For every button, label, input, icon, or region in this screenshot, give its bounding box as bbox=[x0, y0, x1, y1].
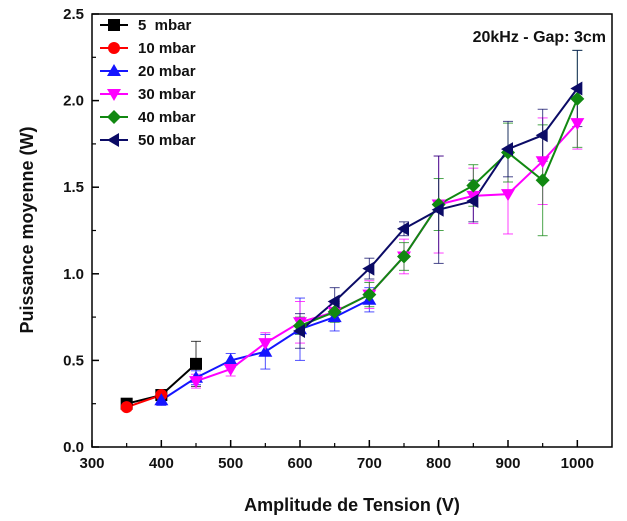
y-tick-label: 1.5 bbox=[63, 179, 84, 196]
data-point bbox=[397, 221, 409, 236]
x-tick-label: 600 bbox=[287, 455, 312, 472]
legend-marker bbox=[108, 19, 120, 31]
x-tick-label: 700 bbox=[357, 455, 382, 472]
legend-marker bbox=[107, 110, 121, 124]
y-tick-label: 0.5 bbox=[63, 352, 84, 369]
legend-label: 20 mbar bbox=[138, 63, 196, 80]
legend-label: 50 mbar bbox=[138, 132, 196, 149]
legend-label: 40 mbar bbox=[138, 109, 196, 126]
data-point bbox=[397, 249, 411, 264]
data-point bbox=[535, 128, 548, 143]
legend-marker bbox=[107, 64, 121, 76]
legend-marker bbox=[108, 42, 120, 54]
data-point bbox=[327, 304, 342, 319]
data-point bbox=[466, 190, 481, 203]
x-tick-label: 800 bbox=[426, 455, 451, 472]
data-point bbox=[570, 91, 585, 106]
data-point bbox=[535, 156, 550, 169]
data-point bbox=[570, 81, 583, 96]
data-point bbox=[293, 323, 305, 338]
data-point bbox=[120, 401, 133, 414]
legend-label: 5 mbar bbox=[138, 17, 192, 34]
chart-annotation: 20kHz - Gap: 3cm bbox=[473, 29, 606, 46]
x-tick-label: 900 bbox=[495, 455, 520, 472]
data-point bbox=[431, 202, 444, 217]
axis-ticks: 300 400 500 600 700 800 900 1000 0.0 0.5 1.0 1.5 2.0… bbox=[63, 6, 594, 472]
series-markers bbox=[120, 81, 585, 414]
legend-label: 10 mbar bbox=[138, 40, 196, 57]
x-tick-label: 500 bbox=[218, 455, 243, 472]
y-axis-title: Puissance moyenne (W) bbox=[17, 126, 37, 333]
data-point bbox=[466, 194, 479, 209]
data-point bbox=[154, 393, 169, 406]
legend-marker bbox=[107, 133, 119, 147]
y-tick-label: 0.0 bbox=[63, 439, 84, 456]
data-point bbox=[466, 178, 481, 193]
y-tick-label: 2.0 bbox=[63, 93, 84, 110]
y-tick-label: 1.0 bbox=[63, 266, 84, 283]
x-tick-label: 400 bbox=[149, 455, 174, 472]
x-axis-title: Amplitude de Tension (V) bbox=[244, 495, 460, 515]
data-point bbox=[190, 357, 202, 370]
data-point bbox=[501, 189, 515, 202]
data-point bbox=[223, 353, 238, 366]
legend: 5 mbar 10 mbar 20 mbar 30 mbar 40 mbar 50 mba… bbox=[100, 17, 196, 149]
data-point bbox=[223, 364, 238, 377]
data-point bbox=[362, 261, 375, 276]
legend-label: 30 mbar bbox=[138, 86, 196, 103]
data-point bbox=[362, 287, 377, 302]
data-point bbox=[258, 338, 273, 351]
error-bars bbox=[121, 49, 583, 412]
x-tick-label: 1000 bbox=[561, 455, 594, 472]
data-point bbox=[570, 118, 585, 131]
y-tick-label: 2.5 bbox=[63, 6, 84, 23]
data-point bbox=[189, 376, 203, 389]
data-point bbox=[535, 173, 550, 188]
data-point bbox=[501, 142, 513, 157]
data-point bbox=[327, 294, 340, 309]
x-tick-label: 300 bbox=[79, 455, 104, 472]
data-point bbox=[258, 344, 273, 357]
legend-marker bbox=[107, 89, 121, 101]
